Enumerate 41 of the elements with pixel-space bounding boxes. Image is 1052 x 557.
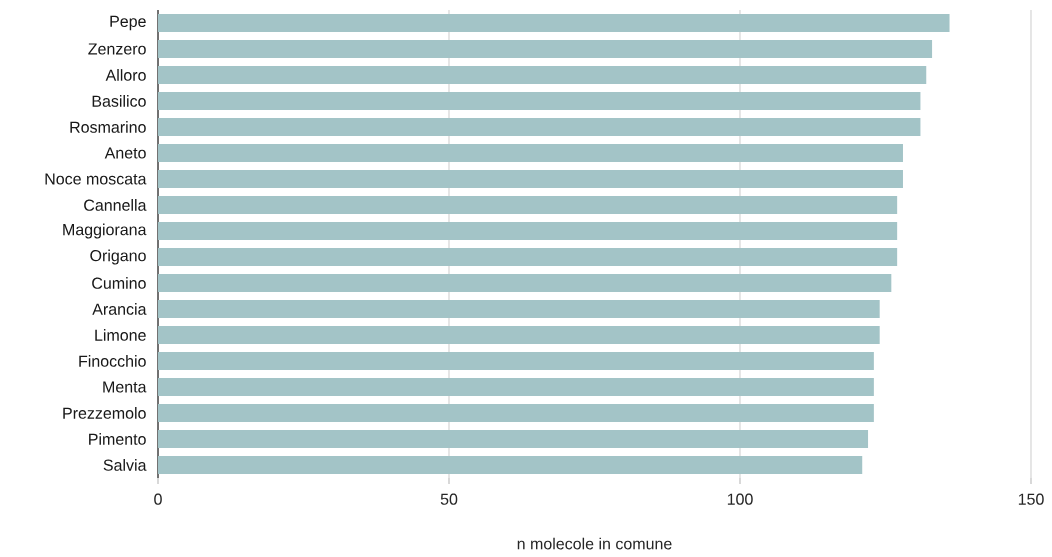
bar	[158, 195, 898, 214]
bar	[158, 273, 892, 292]
bar	[158, 351, 874, 370]
y-tick-label: Maggiorana	[63, 223, 147, 239]
y-tick-label: Cumino	[92, 277, 146, 289]
x-axis-title: n molecole in comune	[517, 537, 672, 550]
y-tick-label: Menta	[103, 381, 147, 393]
bar	[158, 325, 880, 344]
x-tick-label: 150	[1018, 493, 1044, 505]
bar	[158, 429, 869, 448]
bar	[158, 403, 874, 422]
y-tick-label: Pimento	[89, 433, 146, 445]
y-tick-label: Prezzemolo	[63, 407, 146, 419]
bar	[158, 13, 950, 32]
y-tick-label: Aneto	[104, 147, 146, 159]
y-tick-label: Zenzero	[88, 43, 146, 55]
bar	[158, 299, 880, 318]
bar	[158, 455, 863, 474]
y-tick-label: Basilico	[92, 95, 146, 107]
bar	[158, 65, 927, 84]
bar	[158, 91, 921, 110]
bar	[158, 169, 903, 188]
y-tick-label: Limone	[95, 329, 146, 341]
x-tick-label: 100	[727, 493, 753, 505]
bar	[158, 117, 921, 136]
y-tick-label: Rosmarino	[70, 121, 146, 133]
x-tick-label: 50	[440, 493, 458, 505]
y-tick-label: Noce moscata	[45, 173, 147, 185]
y-tick-label: Alloro	[105, 69, 146, 81]
y-tick-label: Arancia	[92, 303, 147, 315]
y-tick-label: Finocchio	[79, 355, 146, 367]
bar	[158, 221, 898, 240]
y-tick-label: Salvia	[103, 459, 147, 471]
y-tick-label: Cannella	[84, 199, 147, 211]
bar	[158, 247, 898, 266]
y-tick-label: Pepe	[110, 15, 146, 31]
y-tick-label: Origano	[90, 249, 146, 265]
bar	[158, 143, 903, 162]
bar	[158, 377, 874, 396]
x-tick-label: 0	[154, 493, 162, 505]
bar	[158, 39, 933, 58]
